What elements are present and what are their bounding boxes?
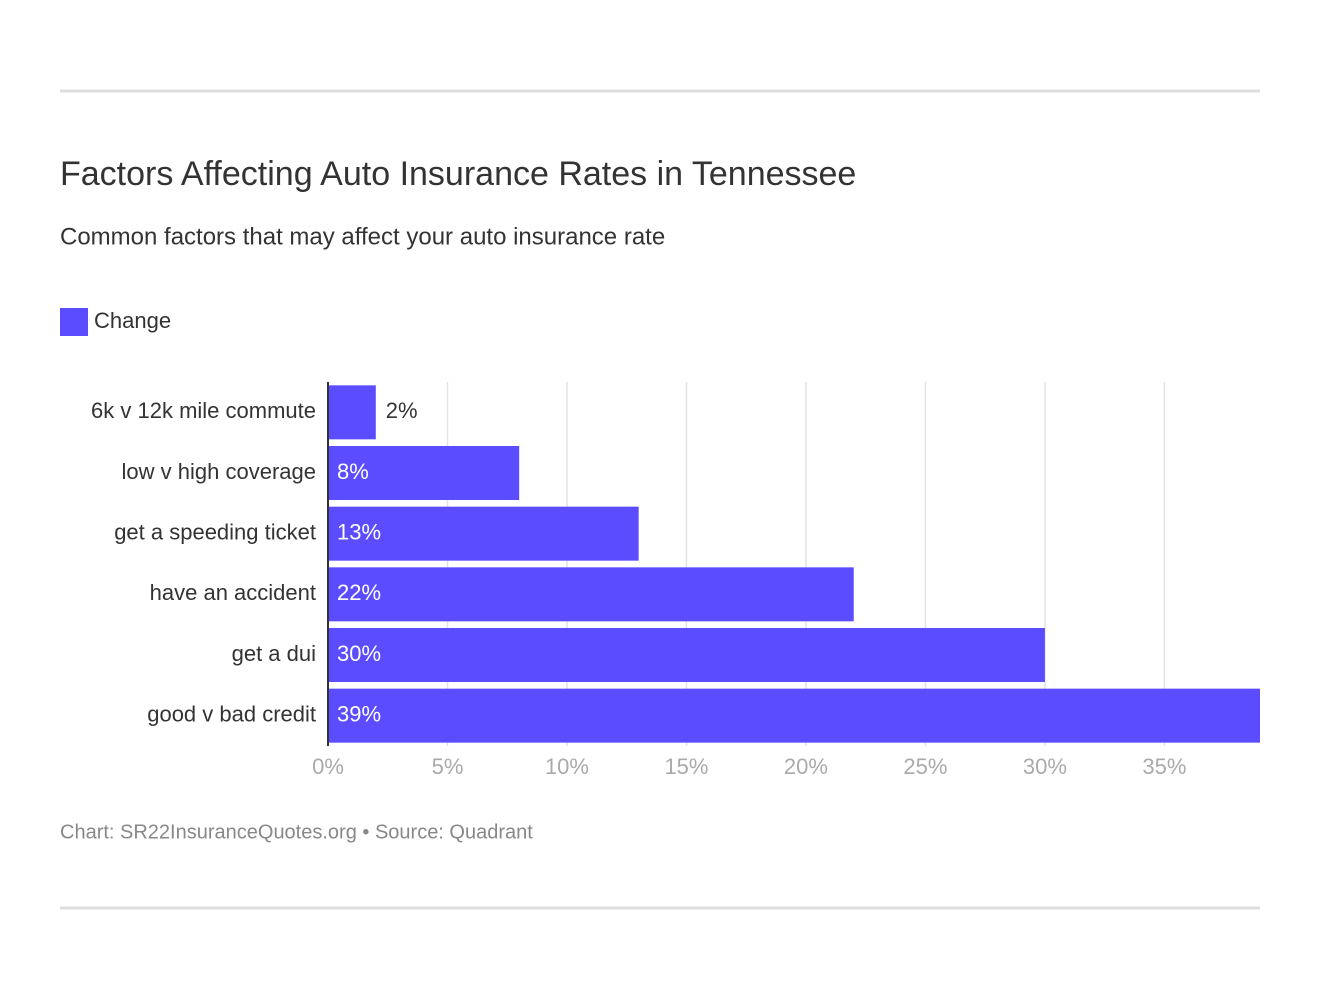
x-tick-label: 35%: [1142, 754, 1186, 779]
data-label: 22%: [337, 580, 381, 605]
bar: [328, 506, 639, 561]
legend-swatch: [60, 308, 88, 336]
y-tick-label: get a speeding ticket: [114, 519, 316, 544]
chart-subtitle: Common factors that may affect your auto…: [60, 223, 665, 250]
x-tick-label: 0%: [312, 754, 344, 779]
x-tick-label: 15%: [664, 754, 708, 779]
x-tick-label: 10%: [545, 754, 589, 779]
y-tick-label: good v bad credit: [147, 701, 316, 726]
y-tick-label: get a dui: [232, 641, 316, 666]
chart-title: Factors Affecting Auto Insurance Rates i…: [60, 155, 856, 193]
bar: [328, 628, 1045, 682]
bar: [328, 567, 854, 622]
data-label: 30%: [337, 641, 381, 666]
y-tick-label: have an accident: [150, 580, 316, 605]
y-tick-label: low v high coverage: [122, 459, 316, 484]
data-label: 8%: [337, 459, 369, 484]
bar: [328, 446, 520, 500]
bar: [328, 385, 376, 440]
y-tick-label: 6k v 12k mile commute: [91, 398, 316, 423]
data-label: 13%: [337, 519, 381, 544]
x-tick-label: 5%: [432, 754, 464, 779]
x-tick-label: 25%: [903, 754, 947, 779]
x-tick-label: 20%: [784, 754, 828, 779]
chart-source: Chart: SR22InsuranceQuotes.org • Source:…: [60, 821, 533, 843]
data-label: 2%: [386, 398, 418, 423]
bar: [328, 688, 1260, 743]
legend-label: Change: [94, 308, 171, 333]
x-tick-label: 30%: [1023, 754, 1067, 779]
data-label: 39%: [337, 701, 381, 726]
